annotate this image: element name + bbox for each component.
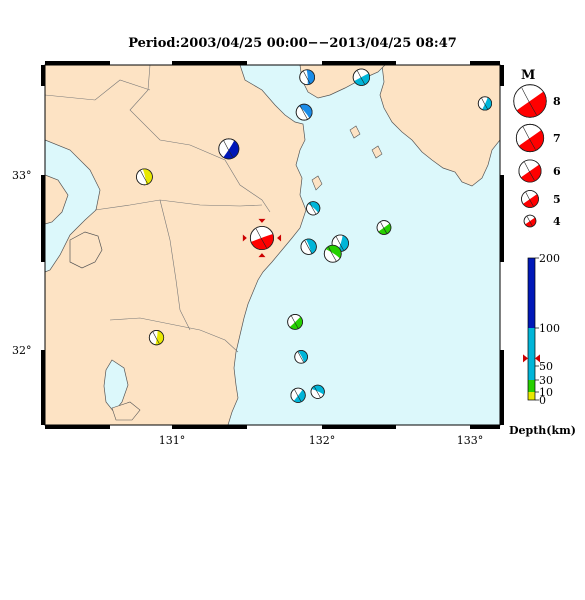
depth-band-0-10	[528, 392, 535, 400]
bungo-islands	[311, 125, 383, 191]
magnitude-legend-ball-5	[521, 190, 539, 208]
x-tick-132: 132°	[309, 434, 336, 447]
main-shock-arrow	[258, 218, 266, 223]
depth-scale-label: Depth(km)	[509, 424, 576, 437]
ariake-bay	[45, 139, 101, 273]
main-shock-arrow	[277, 234, 282, 242]
event-layer	[136, 68, 493, 403]
magnitude-legend-ball-7	[515, 123, 545, 153]
magnitude-legend-label-6: 6	[553, 165, 561, 178]
x-tick-133: 133°	[457, 434, 484, 447]
depth-marker-left	[523, 354, 528, 363]
focal-mechanism-ev-f	[136, 168, 153, 186]
amakusa-island	[69, 231, 103, 269]
magnitude-legend-label-4: 4	[553, 215, 561, 228]
magnitude-legend-heading: M	[521, 68, 535, 83]
depth-tick-50: 50	[539, 360, 553, 373]
shikoku-landmass	[379, 65, 500, 187]
focal-mechanism-ev-d	[352, 68, 371, 86]
focal-mechanism-ev-l	[287, 314, 303, 330]
magnitude-legend-label-5: 5	[553, 193, 561, 206]
depth-tick-200: 200	[539, 252, 560, 265]
depth-band-100-200	[528, 258, 535, 328]
magnitude-legend-label-8: 8	[553, 95, 561, 108]
kyushu-landmass	[45, 65, 307, 425]
focal-mechanism-ev-a	[218, 138, 240, 160]
depth-tick-30: 30	[539, 374, 553, 387]
depth-tick-100: 100	[539, 322, 560, 335]
x-tick-131: 131°	[159, 434, 186, 447]
depth-marker-right	[535, 354, 540, 363]
focal-mechanism-ev-p	[290, 387, 306, 403]
y-tick-33: 33°	[12, 169, 32, 182]
prefecture-borders	[45, 65, 271, 353]
focal-mechanism-ev-main	[249, 225, 274, 251]
focal-mechanism-ev-c	[295, 103, 313, 121]
focal-mechanism-ev-g	[306, 201, 321, 216]
depth-band-30-100	[528, 328, 535, 380]
depth-tick-10: 10	[539, 386, 553, 399]
magnitude-legend: M 8 7 6 5 4	[513, 68, 561, 228]
map-title: Period:2003/04/25 00:00−−2013/04/25 08:4…	[128, 36, 457, 51]
y-tick-32: 32°	[12, 344, 32, 357]
magnitude-legend-ball-4	[523, 214, 537, 228]
frame-ticks	[41, 61, 504, 429]
focal-mechanism-ev-m	[148, 330, 165, 346]
main-shock-arrow	[242, 234, 247, 242]
depth-band-10-30	[528, 380, 535, 392]
magnitude-legend-ball-8	[513, 84, 547, 118]
focal-mechanism-ev-n	[294, 350, 308, 364]
main-shock-markers	[242, 218, 282, 258]
focal-mechanism-ev-o	[310, 384, 325, 399]
focal-mechanism-ev-h	[376, 220, 392, 235]
focal-mechanism-ev-e	[477, 96, 493, 111]
magnitude-legend-label-7: 7	[553, 132, 561, 145]
main-shock-arrow	[258, 253, 266, 258]
magnitude-legend-ball-6	[518, 159, 542, 183]
small-island	[111, 401, 141, 421]
focal-mechanism-ev-k	[323, 244, 342, 263]
depth-tick-0: 0	[539, 394, 546, 407]
focal-mechanism-ev-b	[299, 69, 316, 86]
shimabara-peninsula	[45, 174, 69, 225]
focal-mechanism-ev-j	[300, 238, 317, 255]
